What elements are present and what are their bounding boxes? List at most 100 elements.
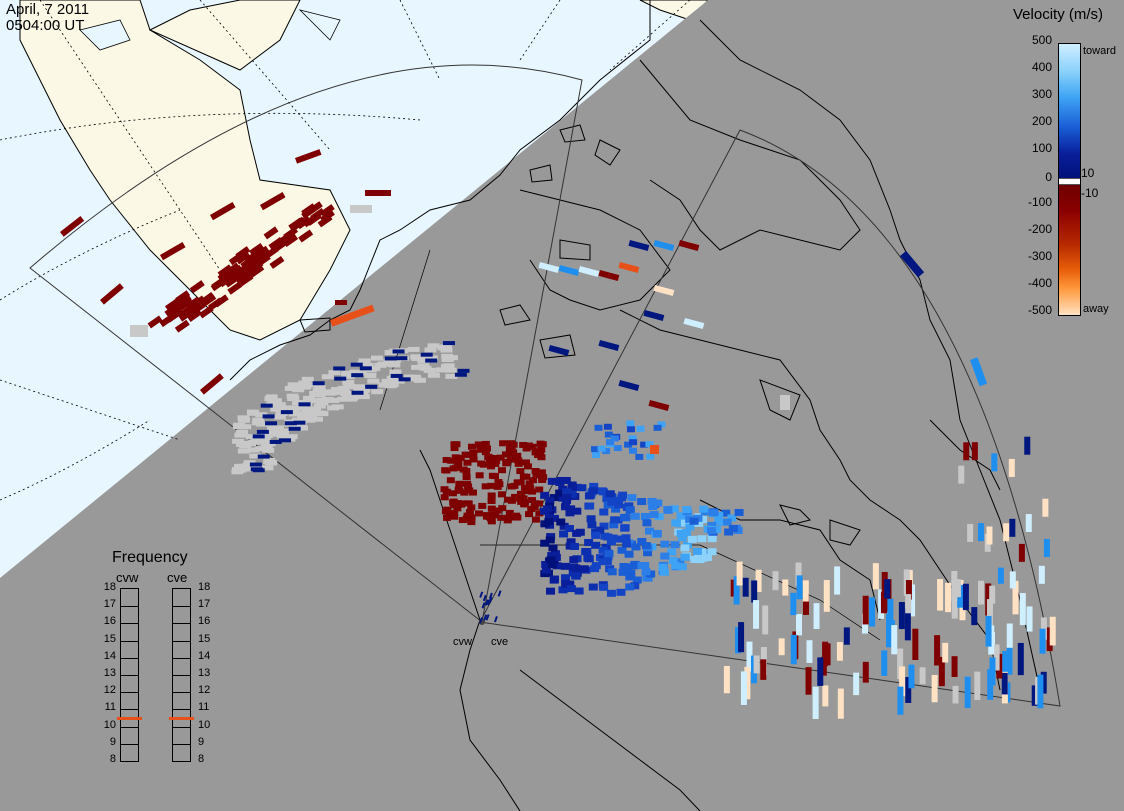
frequency-level-right: 17 xyxy=(198,598,211,611)
scatter-cell xyxy=(262,414,275,419)
scatter-cell xyxy=(604,550,614,558)
scatter-cell xyxy=(455,487,464,494)
scatter-cell xyxy=(611,505,621,513)
scatter-cell xyxy=(1009,518,1016,537)
scatter-cell xyxy=(566,585,576,593)
scatter-cell xyxy=(487,492,496,499)
scatter-cell xyxy=(599,508,609,516)
scatter-cell xyxy=(174,319,190,333)
scatter-cell xyxy=(561,476,571,484)
scatter-cell xyxy=(668,556,678,564)
frequency-gridline xyxy=(173,640,190,642)
frequency-gridline xyxy=(121,709,138,711)
scatter-cell xyxy=(164,298,180,312)
scatter-cell xyxy=(646,570,656,578)
scatter-cell xyxy=(675,520,685,528)
scatter-cell xyxy=(313,410,326,416)
scatter-cell xyxy=(449,499,458,506)
scatter-cell xyxy=(249,264,265,278)
scatter-cell xyxy=(648,503,658,511)
scatter-cell xyxy=(450,445,459,452)
scatter-cell xyxy=(321,389,334,395)
scatter-cell xyxy=(677,534,687,542)
scatter-cell xyxy=(497,491,506,498)
scatter-cell xyxy=(547,477,557,485)
scatter-cell xyxy=(522,459,531,466)
scatter-cell xyxy=(525,480,534,487)
scatter-cell xyxy=(395,356,408,361)
scatter-cell xyxy=(388,362,401,368)
scatter-cell xyxy=(390,373,403,378)
scatter-cell xyxy=(456,454,465,461)
scatter-cell xyxy=(628,447,637,454)
scatter-cell xyxy=(762,605,769,635)
scatter-cell xyxy=(358,387,371,393)
scatter-cell xyxy=(970,357,988,387)
scatter-cell xyxy=(562,494,572,502)
scatter-cell xyxy=(626,420,635,427)
velocity-tick-0: 500 xyxy=(1031,33,1052,47)
scatter-cell xyxy=(541,561,551,569)
scatter-cell xyxy=(425,358,438,363)
scatter-cell xyxy=(977,523,984,542)
scatter-cell xyxy=(411,356,424,362)
scatter-cell xyxy=(952,685,959,704)
scatter-cell xyxy=(420,352,433,357)
scatter-cell xyxy=(1012,580,1019,615)
scatter-cell xyxy=(616,588,626,596)
scatter-cell xyxy=(724,528,734,536)
scatter-cell xyxy=(450,441,459,448)
scatter-cell xyxy=(445,510,454,517)
scatter-cell xyxy=(504,515,513,522)
scatter-cell xyxy=(530,504,539,511)
scatter-cell xyxy=(606,538,616,546)
scatter-cell xyxy=(509,449,518,456)
scatter-cell xyxy=(963,442,970,461)
graticule xyxy=(0,0,691,501)
scatter-cell xyxy=(1008,458,1015,477)
scatter-cell xyxy=(1006,623,1013,648)
scatter-cell xyxy=(522,473,531,480)
scatter-cell xyxy=(689,517,699,525)
scatter-cell xyxy=(494,479,503,486)
scatter-cell xyxy=(683,318,705,329)
velocity-tick-12: -500 xyxy=(1027,303,1052,317)
scatter-cell xyxy=(280,410,293,415)
scatter-cell xyxy=(566,505,576,513)
scatter-cell xyxy=(628,239,650,251)
scatter-cell xyxy=(1025,514,1032,533)
scatter-cell xyxy=(640,441,649,448)
velocity-colorbar xyxy=(1058,43,1081,316)
scatter-cell xyxy=(260,192,286,211)
scatter-cell xyxy=(464,500,473,507)
scatter-cell xyxy=(485,458,494,465)
scatter-cell xyxy=(853,672,860,696)
scatter-cell xyxy=(1024,436,1031,455)
scatter-cell xyxy=(538,262,560,273)
scatter-cell xyxy=(386,375,399,381)
scatter-cell xyxy=(424,347,437,353)
scatter-cell xyxy=(631,543,641,551)
scatter-cell xyxy=(462,474,471,481)
scatter-cell xyxy=(392,349,405,354)
scatter-cell xyxy=(802,593,809,615)
scatter-cell xyxy=(588,583,598,591)
scatter-cell xyxy=(337,385,350,391)
scatter-cell xyxy=(535,510,544,517)
scatter-cell xyxy=(951,656,958,677)
scatter-cell xyxy=(258,437,271,443)
scatter-cell xyxy=(694,519,704,527)
scatter-cell xyxy=(167,303,183,317)
frequency-level-left: 17 xyxy=(103,598,116,611)
scatter-cell xyxy=(607,498,617,506)
scatter-cell xyxy=(912,628,919,661)
scatter-cell xyxy=(622,540,632,548)
scatter-cell xyxy=(654,513,664,521)
scatter-cell xyxy=(482,594,487,602)
scatter-cell xyxy=(249,453,262,459)
scatter-cell xyxy=(699,505,709,513)
scatter-cell xyxy=(594,424,603,431)
scatter-cell xyxy=(898,601,905,630)
scatter-cell xyxy=(425,355,438,361)
frequency-level-left: 11 xyxy=(104,701,116,714)
